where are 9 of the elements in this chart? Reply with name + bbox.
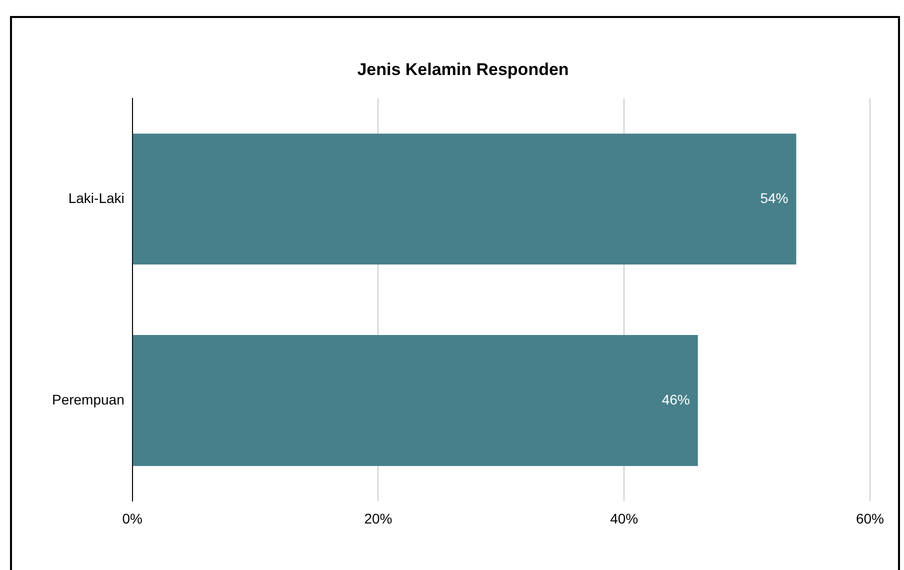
x-tick-label: 40% (610, 510, 638, 526)
chart-title: Jenis Kelamin Responden (357, 60, 569, 79)
x-tick-label: 20% (364, 510, 392, 526)
y-tick-label: Laki-Laki (68, 190, 124, 206)
x-tick-label: 60% (856, 510, 884, 526)
data-label: 54% (760, 190, 788, 206)
data-label: 46% (662, 391, 690, 408)
x-tick-label: 0% (122, 510, 142, 526)
y-tick-label: Perempuan (52, 391, 124, 408)
